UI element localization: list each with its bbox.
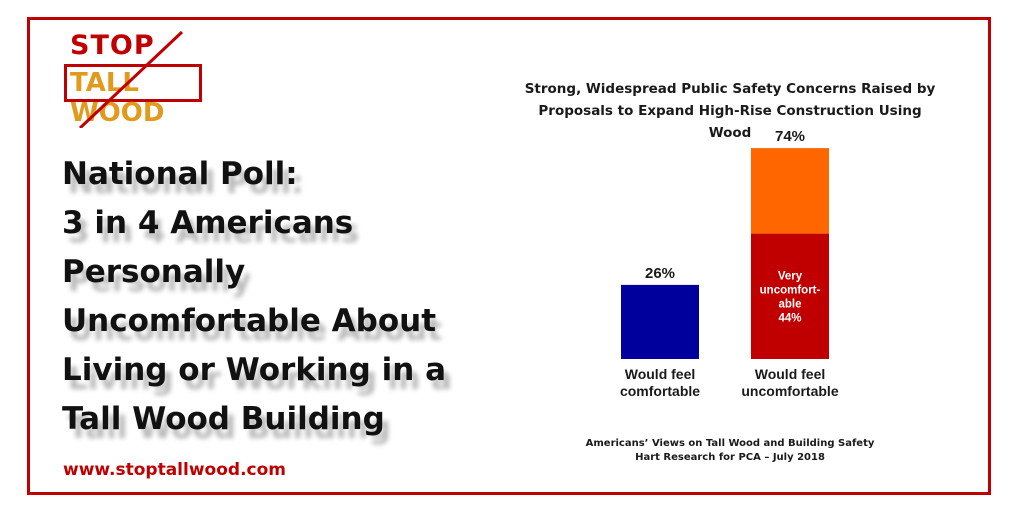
bar-segment (621, 284, 699, 359)
segment-label: uncomfort- (760, 284, 821, 296)
category-label: comfortable (620, 383, 700, 399)
stop-tall-wood-logo: STOP TALL WOOD (62, 28, 212, 128)
headline-line: Personally (62, 254, 246, 290)
segment-label: 44% (778, 312, 801, 324)
headline-line: National Poll: (62, 156, 298, 192)
chart-title-line: Proposals to Expand High-Rise Constructi… (538, 103, 922, 141)
chart-title-line: Strong, Widespread Public Safety Concern… (524, 81, 936, 97)
category-label: Would feel (755, 366, 826, 382)
bar-segment (751, 233, 829, 359)
headline: National Poll: 3 in 4 Americans Personal… (62, 150, 482, 444)
poster-frame (27, 17, 991, 495)
source-line: Hart Research for PCA – July 2018 (635, 452, 825, 463)
headline-line: Living or Working in a (62, 352, 447, 388)
headline-line: Uncomfortable About (62, 303, 437, 339)
bar-value-label: 74% (775, 128, 805, 145)
category-label: uncomfortable (741, 383, 838, 399)
chart-source: Americans’ Views on Tall Wood and Buildi… (560, 437, 900, 465)
website-link[interactable]: www.stoptallwood.com (63, 460, 286, 480)
logo-box (64, 64, 202, 102)
headline-line: Tall Wood Building (62, 401, 385, 437)
bar-segment (751, 148, 829, 234)
chart-title: Strong, Widespread Public Safety Concern… (515, 78, 945, 144)
source-line: Americans’ Views on Tall Wood and Buildi… (585, 438, 875, 449)
segment-label: Very (778, 270, 803, 282)
poll-bar-chart: 26%Would feelcomfortableVeryuncomfort-ab… (620, 128, 839, 399)
segment-label: able (778, 298, 801, 310)
logo-text-stop: STOP (70, 30, 155, 61)
bar-value-label: 26% (645, 265, 675, 282)
headline-line: 3 in 4 Americans (62, 205, 354, 241)
logo-strike-line (78, 30, 184, 128)
category-label: Would feel (625, 366, 696, 382)
